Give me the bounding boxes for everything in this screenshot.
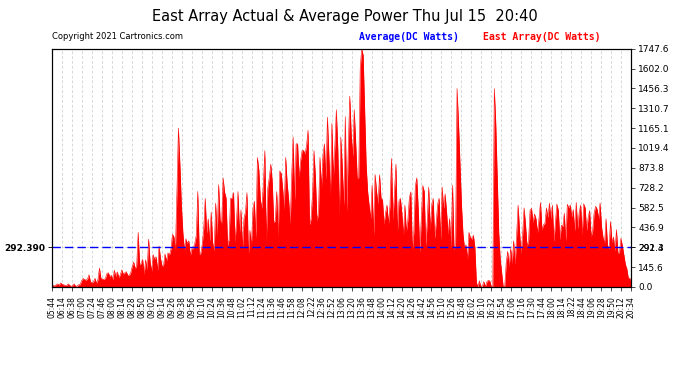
Text: Copyright 2021 Cartronics.com: Copyright 2021 Cartronics.com xyxy=(52,32,183,41)
Text: East Array(DC Watts): East Array(DC Watts) xyxy=(483,32,600,42)
Text: Average(DC Watts): Average(DC Watts) xyxy=(359,32,459,42)
Text: East Array Actual & Average Power Thu Jul 15  20:40: East Array Actual & Average Power Thu Ju… xyxy=(152,9,538,24)
